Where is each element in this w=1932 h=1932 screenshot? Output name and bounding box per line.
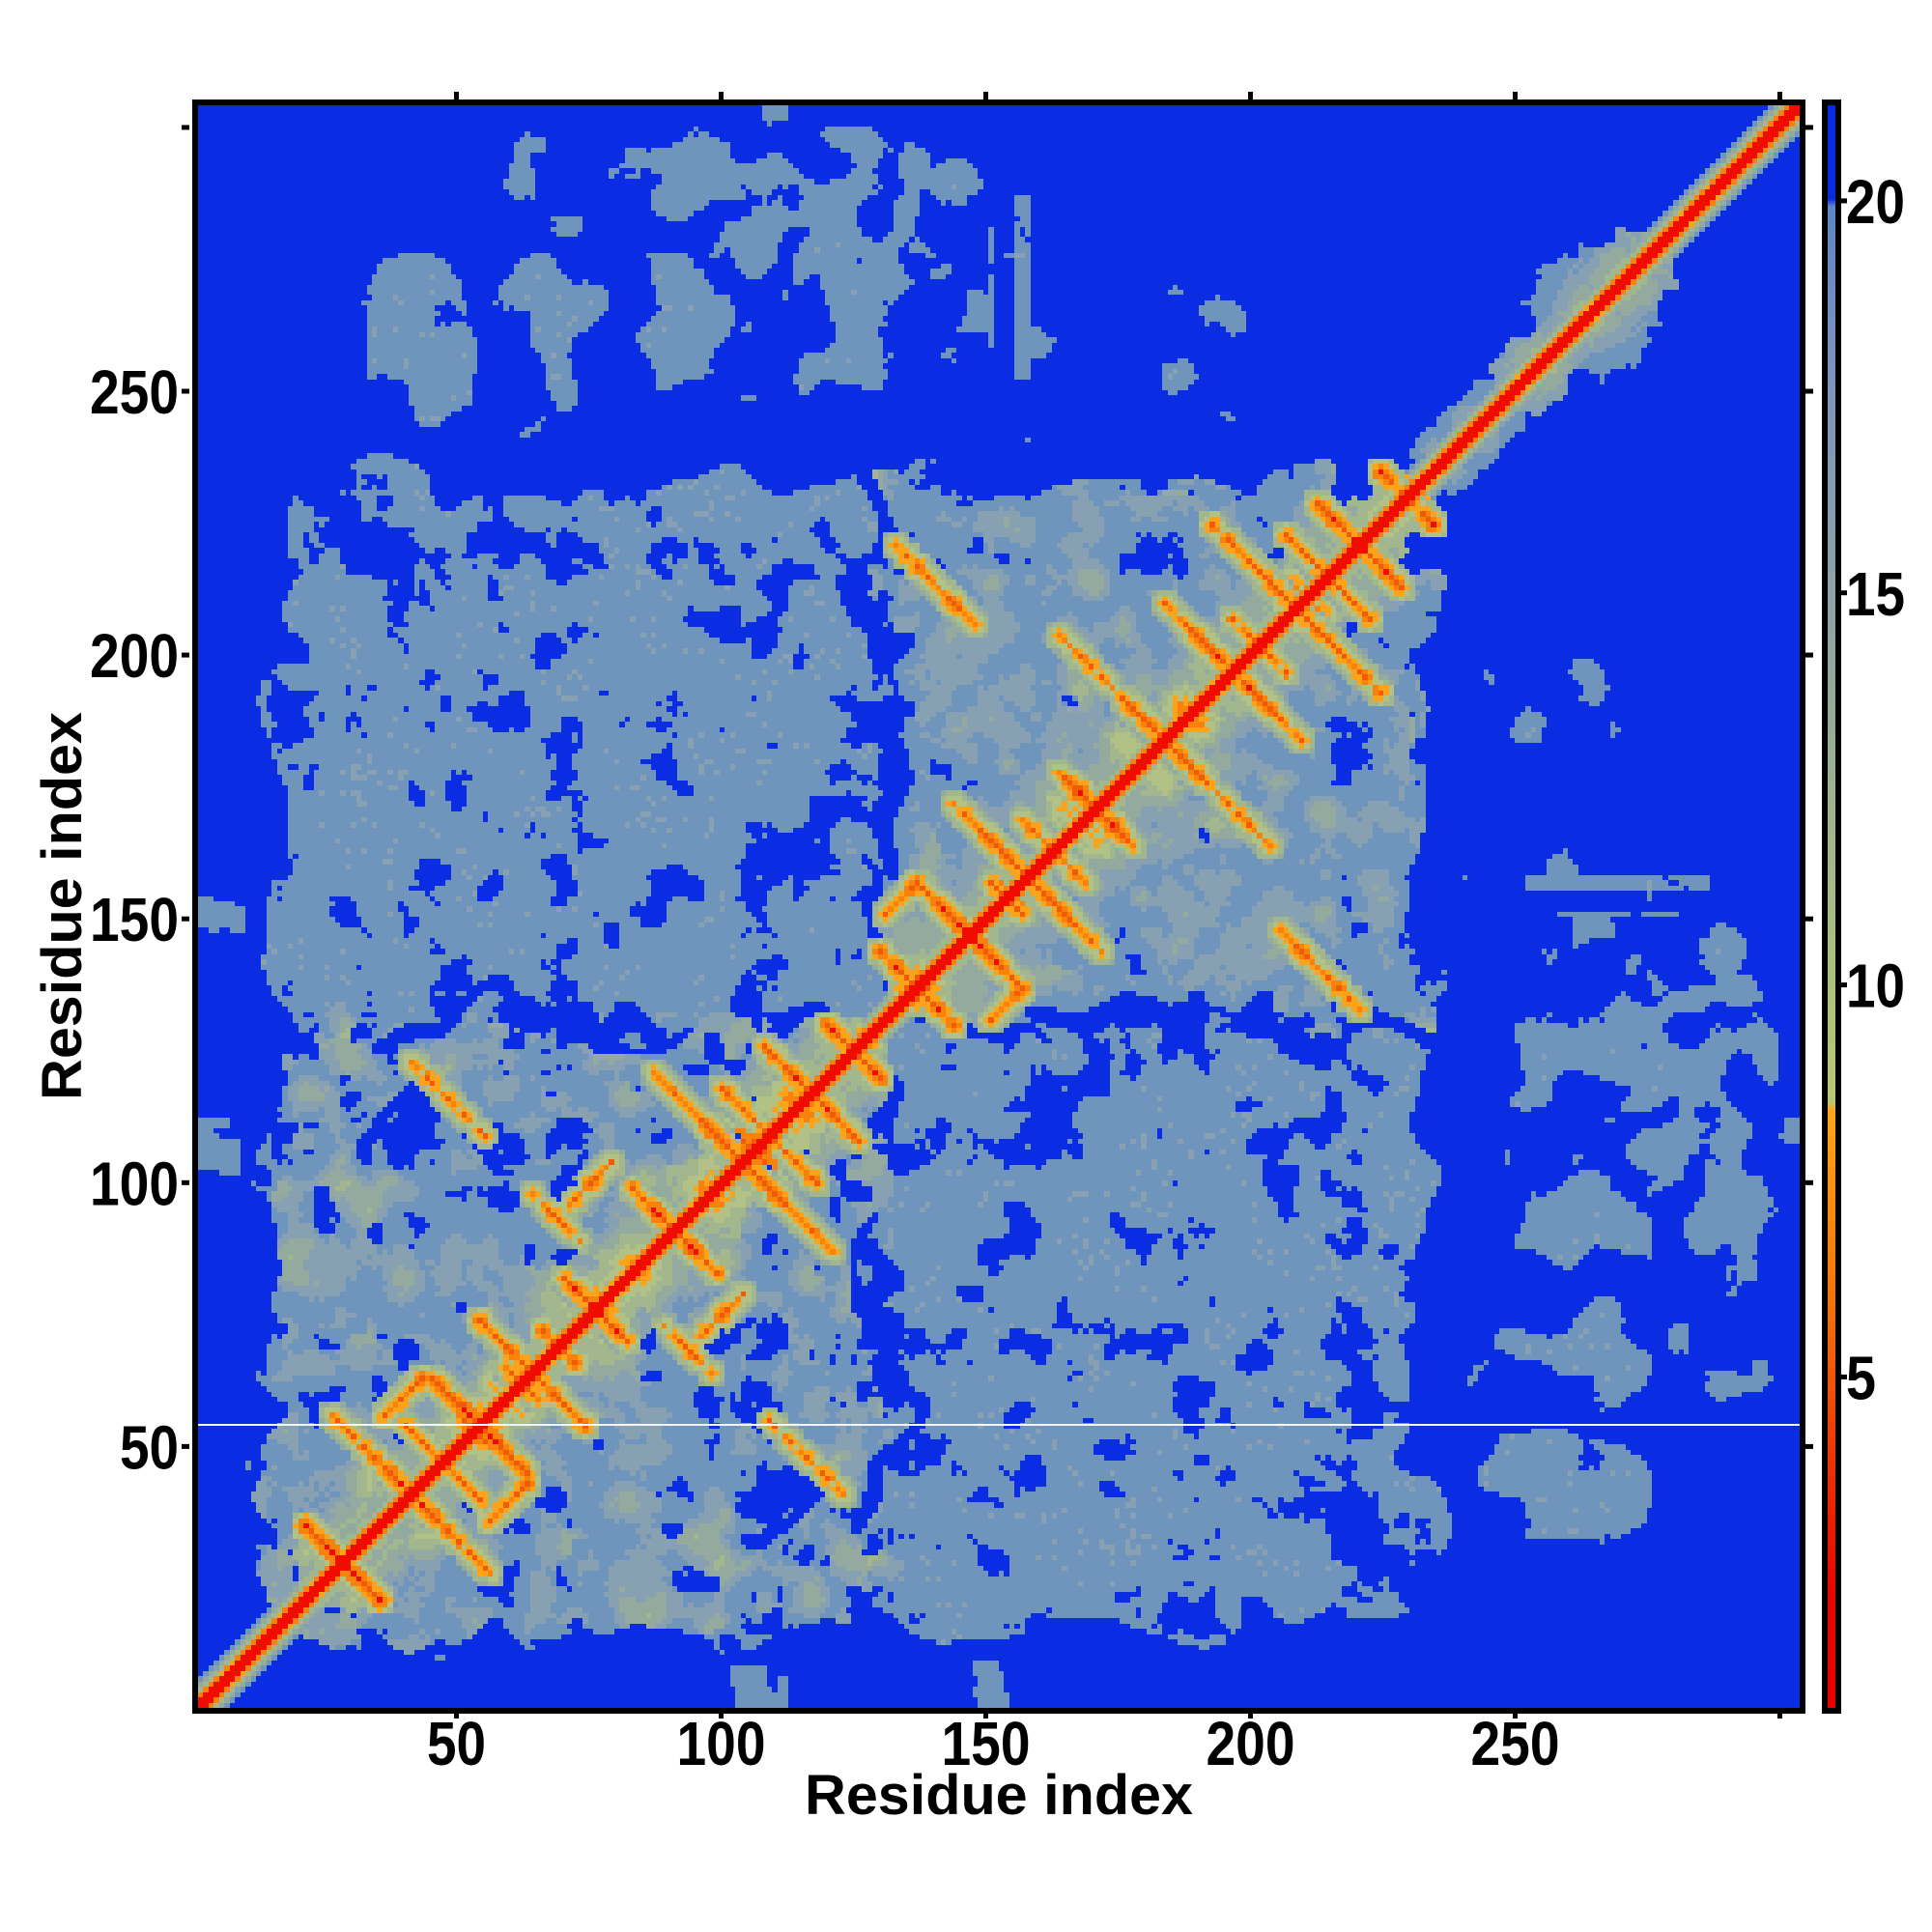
svg-text:Residue index: Residue index: [31, 712, 94, 1100]
svg-text:20: 20: [1846, 167, 1905, 237]
svg-text:200: 200: [90, 621, 179, 691]
svg-text:15: 15: [1846, 559, 1905, 629]
svg-text:200: 200: [1207, 1709, 1295, 1778]
svg-text:250: 250: [90, 357, 179, 427]
svg-text:5: 5: [1846, 1343, 1876, 1412]
svg-text:10: 10: [1846, 952, 1905, 1021]
svg-text:50: 50: [427, 1709, 486, 1778]
svg-text:150: 150: [942, 1709, 1031, 1778]
svg-text:100: 100: [90, 1149, 179, 1218]
svg-text:250: 250: [1471, 1709, 1560, 1778]
svg-text:50: 50: [120, 1412, 179, 1482]
svg-text:Residue index: Residue index: [805, 1764, 1193, 1827]
svg-text:100: 100: [677, 1709, 766, 1778]
svg-text:150: 150: [90, 885, 179, 954]
